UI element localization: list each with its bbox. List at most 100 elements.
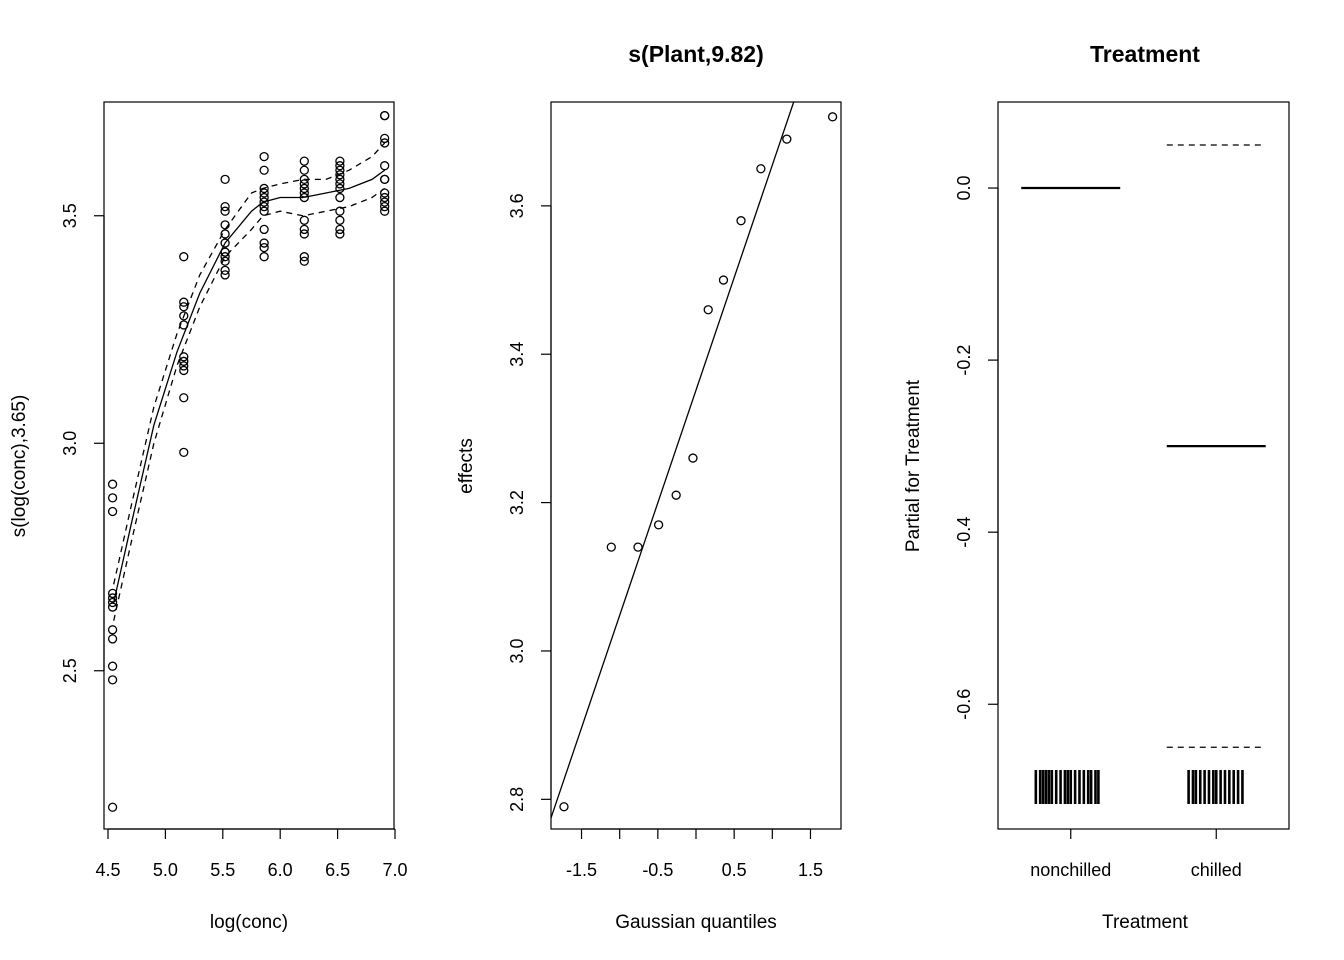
residual-point bbox=[259, 192, 269, 203]
x-tick-label: -1.5 bbox=[566, 860, 597, 880]
panel-3-y-axis: 0.0 -0.2 -0.4 -0.6 bbox=[954, 176, 999, 720]
residual-point bbox=[107, 675, 118, 685]
residual-point bbox=[107, 493, 118, 503]
x-tick-label: 6.0 bbox=[268, 860, 293, 880]
residual-point bbox=[179, 297, 189, 307]
residual-point bbox=[335, 215, 345, 225]
y-tick-label: 3.2 bbox=[507, 490, 527, 515]
residual-point bbox=[335, 229, 345, 239]
residual-point bbox=[299, 256, 309, 266]
residual-point bbox=[179, 365, 189, 376]
panel-1-log-conc: 4.5 5.0 5.5 6.0 6.5 7.0 2.5 3.0 3.5 log(conc) s… bbox=[9, 101, 408, 933]
residual-point bbox=[107, 593, 118, 603]
residual-point bbox=[107, 588, 118, 599]
x-tick-label-nonchilled: nonchilled bbox=[1030, 860, 1111, 880]
residual-point bbox=[299, 229, 309, 239]
x-tick-label: 5.5 bbox=[210, 860, 235, 880]
residual-point bbox=[259, 224, 269, 235]
residual-point bbox=[299, 156, 309, 166]
upper-confidence-line bbox=[113, 142, 386, 585]
y-tick-label: 3.5 bbox=[60, 203, 80, 228]
panel-1-x-axis-label: log(conc) bbox=[210, 912, 288, 933]
residual-point bbox=[380, 192, 390, 203]
residual-point bbox=[220, 256, 230, 266]
y-tick-label: 3.0 bbox=[60, 431, 80, 456]
residual-point bbox=[299, 188, 309, 198]
panel-3-marks bbox=[1021, 144, 1266, 804]
residual-point bbox=[107, 506, 118, 517]
residual-point bbox=[179, 361, 189, 371]
residual-point bbox=[335, 156, 345, 166]
residual-point bbox=[107, 602, 118, 612]
residual-point bbox=[335, 206, 345, 216]
qq-point bbox=[782, 134, 792, 144]
y-tick-label: 2.5 bbox=[60, 658, 80, 683]
residual-point bbox=[259, 165, 269, 175]
residual-point bbox=[335, 165, 345, 175]
residual-point bbox=[179, 356, 189, 367]
residual-point bbox=[179, 252, 189, 262]
residual-point bbox=[220, 238, 230, 248]
residual-point bbox=[220, 270, 230, 280]
x-tick-label: -0.5 bbox=[642, 860, 673, 880]
x-tick-label: 1.5 bbox=[798, 860, 823, 880]
y-tick-label: 0.0 bbox=[954, 176, 974, 201]
residual-point bbox=[179, 352, 189, 362]
lower-confidence-line bbox=[113, 187, 386, 621]
residual-point bbox=[299, 174, 309, 185]
residual-point bbox=[107, 625, 118, 635]
y-tick-label: 3.4 bbox=[507, 342, 527, 367]
qq-point bbox=[606, 542, 616, 552]
residual-point bbox=[380, 111, 390, 121]
y-tick-label: -0.4 bbox=[954, 517, 974, 548]
residual-point bbox=[107, 802, 118, 812]
qq-point bbox=[736, 216, 746, 226]
residual-point bbox=[335, 183, 345, 194]
panel-1-x-axis: 4.5 5.0 5.5 6.0 6.5 7.0 bbox=[95, 828, 408, 880]
panel-3-title: Treatment bbox=[1090, 41, 1200, 67]
smooth-fit-line bbox=[113, 169, 386, 603]
residual-point bbox=[299, 179, 309, 189]
qq-point bbox=[718, 275, 729, 285]
panel-3-y-axis-label: Partial for Treatment bbox=[903, 379, 924, 552]
panel-1-marks bbox=[107, 111, 390, 812]
residual-point bbox=[107, 597, 118, 608]
qq-point bbox=[671, 490, 681, 500]
panel-2-marks bbox=[550, 101, 838, 819]
residual-point bbox=[380, 197, 390, 207]
residual-point bbox=[220, 229, 230, 239]
panel-3-plot-frame bbox=[997, 101, 1290, 830]
x-tick-label: 5.0 bbox=[153, 860, 178, 880]
residual-point bbox=[259, 242, 269, 253]
y-tick-label: 3.6 bbox=[507, 193, 527, 218]
qq-point bbox=[559, 802, 569, 812]
panel-1-y-axis-label: s(log(conc),3.65) bbox=[9, 395, 30, 538]
residual-point bbox=[220, 247, 230, 257]
qq-point bbox=[653, 520, 664, 530]
residual-point bbox=[107, 634, 118, 644]
residual-point bbox=[335, 179, 345, 189]
x-tick-label: 4.5 bbox=[95, 860, 120, 880]
residual-point bbox=[380, 174, 390, 185]
panel-3-x-axis-label: Treatment bbox=[1102, 912, 1189, 933]
residual-point bbox=[259, 206, 269, 216]
qq-point bbox=[827, 112, 838, 122]
residual-point bbox=[299, 224, 309, 235]
residual-point bbox=[335, 224, 345, 235]
residual-point bbox=[220, 201, 230, 212]
panel-2-plot-frame bbox=[550, 101, 842, 830]
residual-point bbox=[179, 320, 189, 330]
residual-point bbox=[380, 201, 390, 212]
residual-point bbox=[220, 252, 230, 262]
residual-point bbox=[259, 252, 269, 262]
x-tick-label-chilled: chilled bbox=[1191, 860, 1242, 880]
qq-point bbox=[703, 305, 713, 315]
x-tick-label: 0.5 bbox=[722, 860, 747, 880]
qq-point bbox=[633, 542, 643, 552]
x-tick-label: 7.0 bbox=[382, 860, 407, 880]
panel-3-treatment: Treatment nonchilled chilled 0.0 -0.2 -0.4 -… bbox=[903, 41, 1290, 933]
residual-point bbox=[299, 192, 309, 203]
residual-point bbox=[220, 265, 230, 276]
qq-point bbox=[756, 164, 766, 174]
